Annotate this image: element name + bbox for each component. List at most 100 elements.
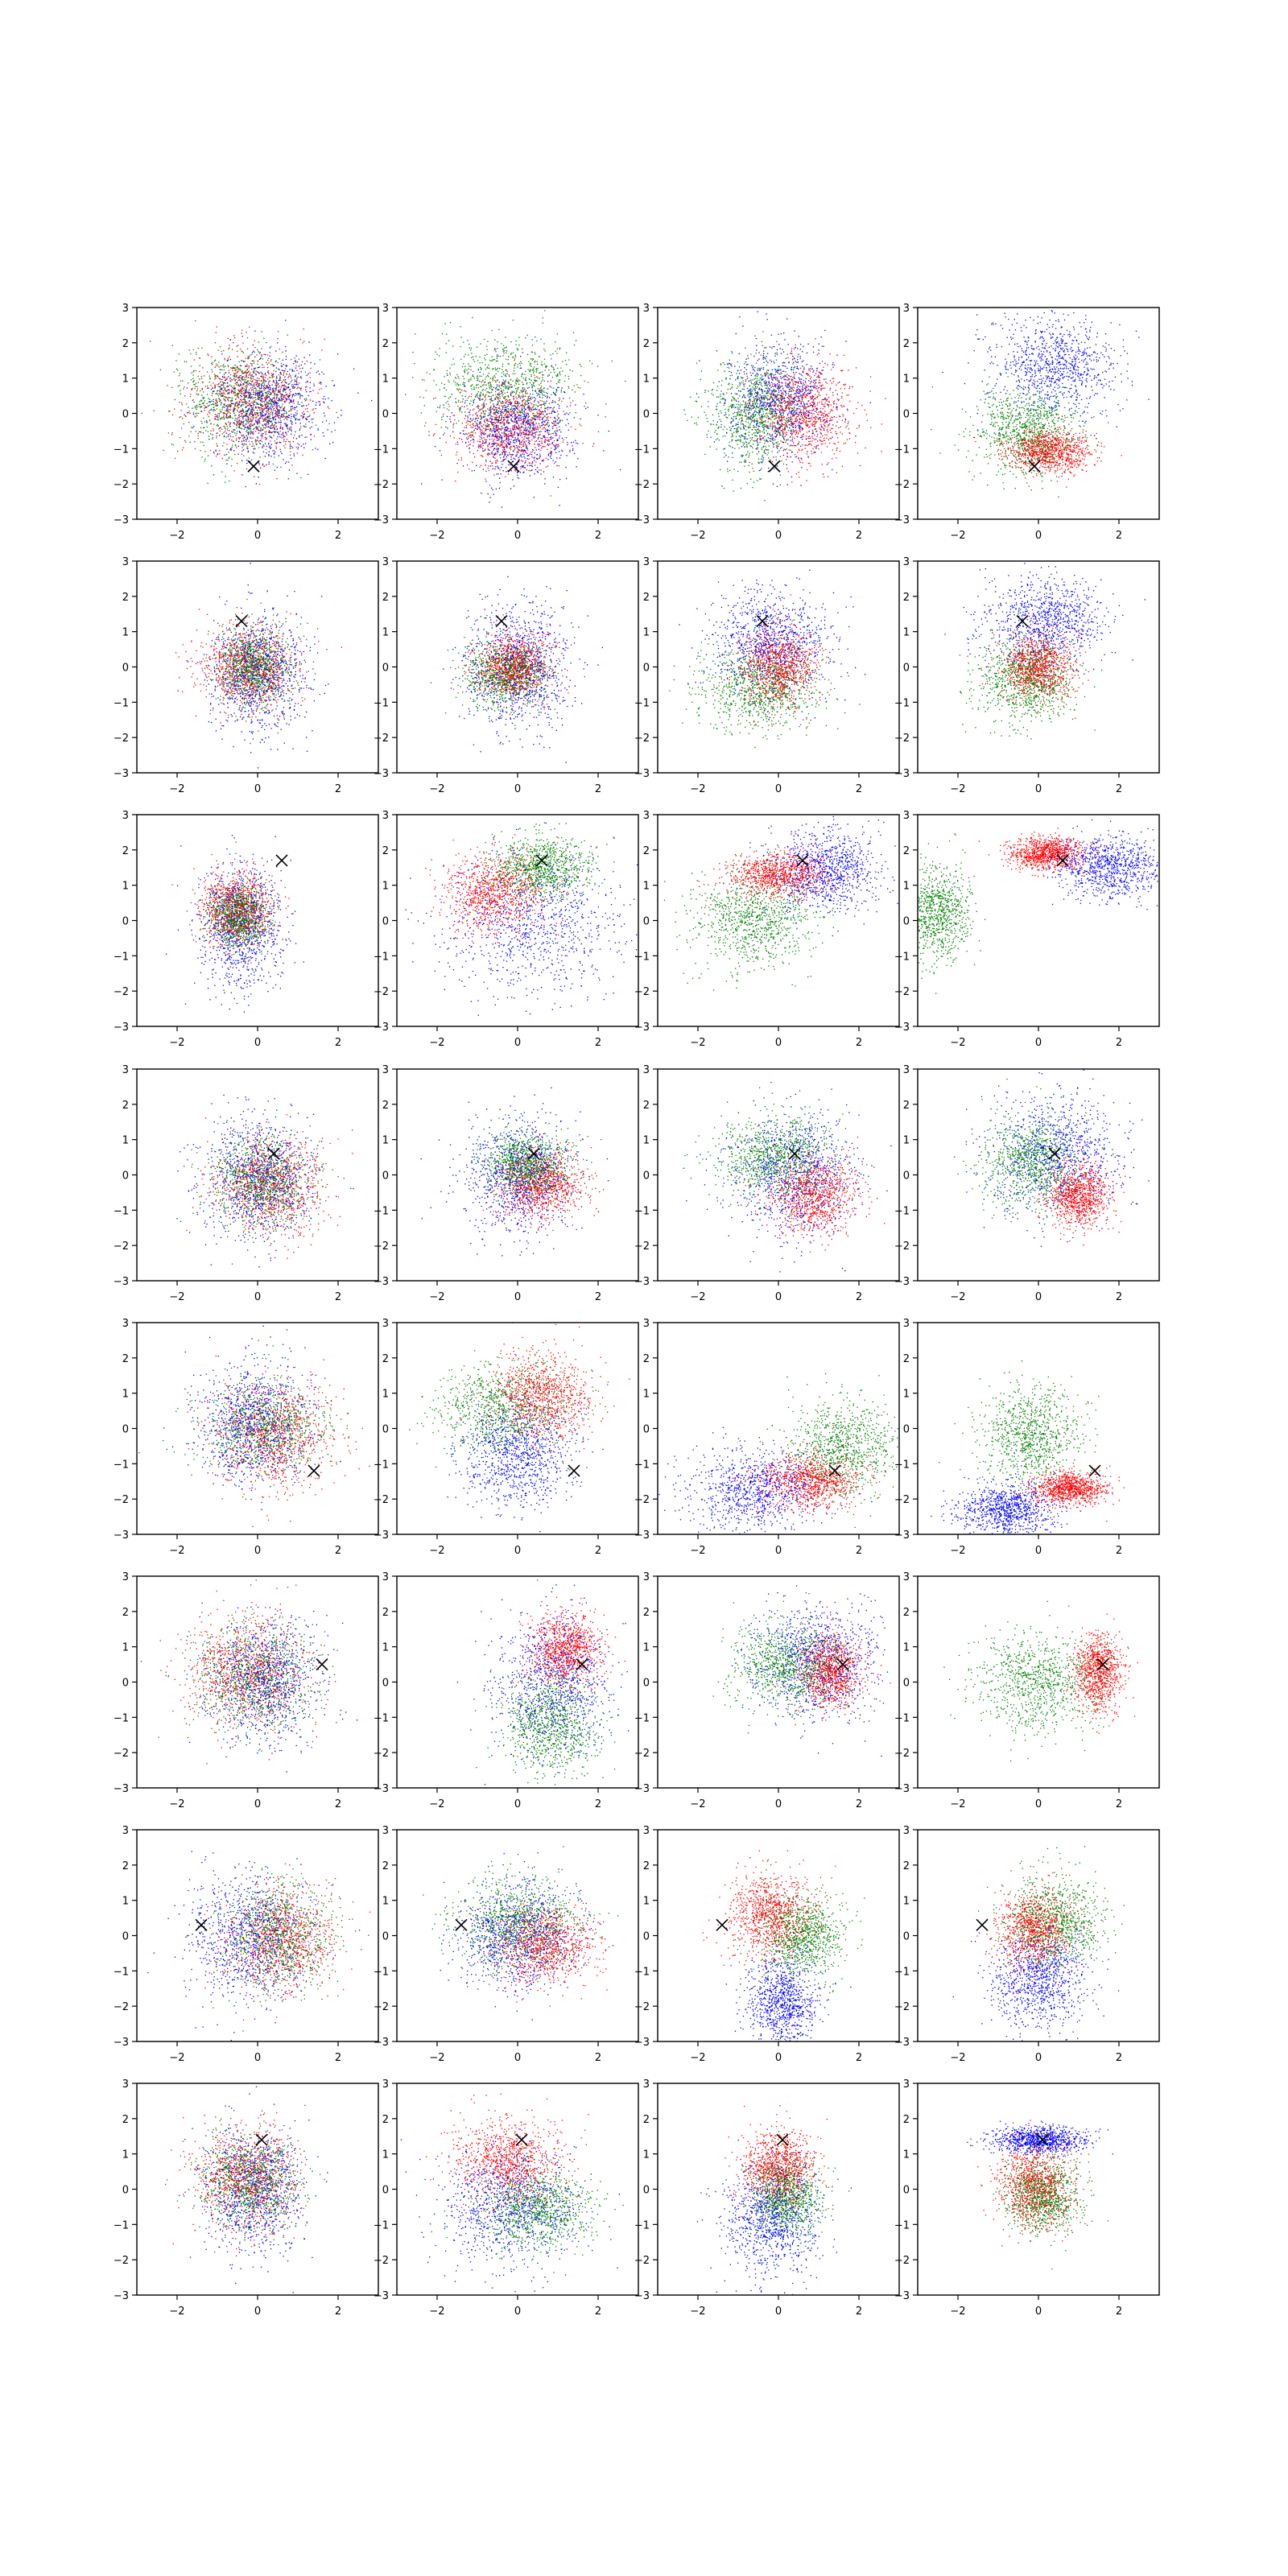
point-blue xyxy=(550,456,551,457)
point-red xyxy=(262,430,263,431)
point-blue xyxy=(279,377,280,378)
point-blue xyxy=(522,405,523,406)
point-green xyxy=(455,398,456,399)
point-blue xyxy=(503,456,504,457)
point-blue xyxy=(323,398,324,399)
point-blue xyxy=(492,453,493,454)
point-red xyxy=(521,432,522,433)
point-green xyxy=(184,440,185,441)
point-green xyxy=(448,340,449,341)
point-red xyxy=(498,427,499,428)
point-blue xyxy=(232,403,233,404)
point-green xyxy=(257,349,258,350)
point-green xyxy=(500,388,501,389)
point-blue xyxy=(535,398,536,399)
point-blue xyxy=(491,431,492,432)
point-green xyxy=(512,380,513,381)
point-red xyxy=(250,420,251,421)
point-red xyxy=(223,390,224,391)
point-red xyxy=(488,396,489,397)
point-red xyxy=(503,432,504,433)
point-red xyxy=(274,450,275,451)
point-blue xyxy=(556,389,557,390)
point-green xyxy=(483,416,484,417)
point-red xyxy=(276,385,277,386)
point-blue xyxy=(536,449,537,450)
point-green xyxy=(259,390,260,391)
point-blue xyxy=(255,374,256,375)
point-green xyxy=(461,411,462,412)
point-green xyxy=(463,363,464,364)
point-red xyxy=(235,380,236,381)
point-blue xyxy=(293,394,294,395)
point-red xyxy=(218,384,219,385)
point-red xyxy=(210,450,211,451)
point-blue xyxy=(504,447,505,448)
point-blue xyxy=(527,455,528,456)
point-green xyxy=(464,372,465,373)
point-green xyxy=(280,467,281,468)
point-green xyxy=(220,399,221,400)
point-green xyxy=(211,363,212,364)
point-red xyxy=(255,407,256,408)
point-red xyxy=(201,388,202,389)
point-green xyxy=(504,434,505,435)
point-green xyxy=(505,396,506,397)
point-blue xyxy=(246,430,247,431)
point-green xyxy=(335,430,336,431)
point-green xyxy=(277,432,278,433)
point-red xyxy=(287,417,288,418)
point-red xyxy=(249,365,250,366)
point-green xyxy=(516,391,517,392)
point-green xyxy=(470,349,471,350)
point-blue xyxy=(213,452,214,453)
point-green xyxy=(192,375,193,376)
point-green xyxy=(550,354,551,355)
point-green xyxy=(450,374,451,375)
point-green xyxy=(460,359,461,360)
point-red xyxy=(245,386,246,387)
point-green xyxy=(289,398,290,399)
point-red xyxy=(239,419,240,420)
point-blue xyxy=(319,401,320,402)
point-red xyxy=(221,351,222,352)
point-blue xyxy=(226,432,227,433)
point-blue xyxy=(536,409,537,410)
point-red xyxy=(215,410,216,411)
point-blue xyxy=(216,449,217,450)
point-red xyxy=(264,419,265,420)
point-green xyxy=(493,413,494,414)
point-green xyxy=(488,435,489,436)
point-green xyxy=(210,433,211,434)
point-blue xyxy=(261,395,262,396)
point-green xyxy=(562,370,563,371)
point-blue xyxy=(280,372,281,373)
point-green xyxy=(221,429,222,430)
point-blue xyxy=(245,415,246,416)
point-green xyxy=(211,404,212,405)
point-red xyxy=(524,434,525,435)
point-green xyxy=(228,406,229,407)
point-green xyxy=(507,371,508,372)
point-green xyxy=(195,413,196,414)
point-green xyxy=(234,392,235,393)
point-green xyxy=(495,377,496,378)
point-green xyxy=(281,437,282,438)
point-red xyxy=(540,450,541,451)
point-green xyxy=(250,428,251,429)
point-blue xyxy=(288,395,289,396)
point-red xyxy=(274,397,275,398)
point-green xyxy=(236,345,237,346)
point-green xyxy=(229,404,230,405)
point-blue xyxy=(279,418,280,419)
point-blue xyxy=(303,405,304,406)
point-red xyxy=(290,455,291,456)
point-green xyxy=(419,397,420,398)
point-blue xyxy=(283,415,284,416)
point-blue xyxy=(271,444,272,445)
point-red xyxy=(216,437,217,438)
point-red xyxy=(459,438,460,439)
point-blue xyxy=(503,417,504,418)
point-blue xyxy=(252,396,253,397)
point-blue xyxy=(269,462,270,463)
